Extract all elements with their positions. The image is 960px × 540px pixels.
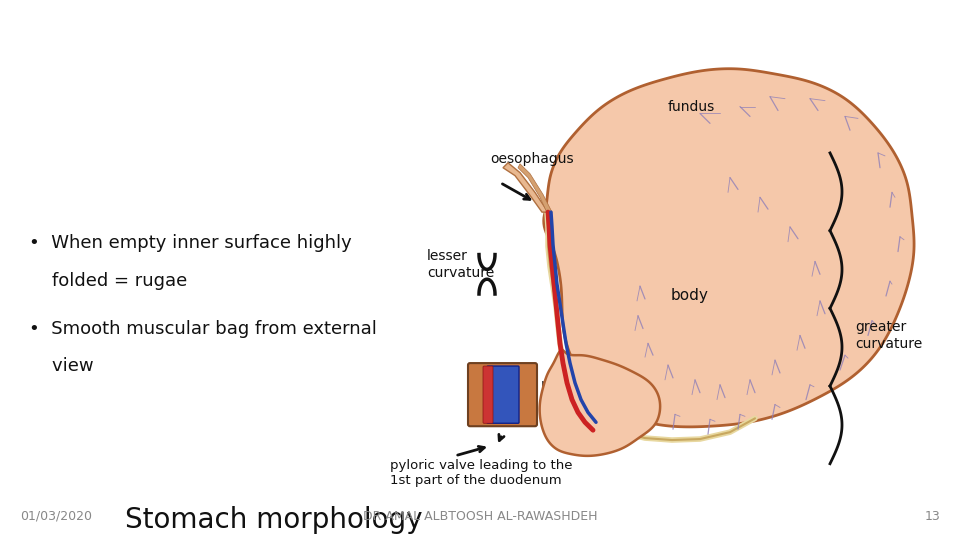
- Text: lesser
curvature: lesser curvature: [427, 249, 494, 280]
- Text: •  Smooth muscular bag from external: • Smooth muscular bag from external: [29, 320, 376, 338]
- Text: fundus: fundus: [668, 99, 715, 113]
- Text: 01/03/2020: 01/03/2020: [20, 510, 92, 523]
- Text: folded = rugae: folded = rugae: [29, 272, 187, 290]
- Text: Stomach morphology: Stomach morphology: [125, 506, 422, 534]
- Polygon shape: [540, 350, 660, 456]
- Polygon shape: [518, 164, 552, 215]
- FancyBboxPatch shape: [468, 363, 537, 426]
- Text: body: body: [671, 288, 708, 303]
- FancyBboxPatch shape: [483, 366, 493, 423]
- Text: view: view: [29, 357, 93, 375]
- FancyBboxPatch shape: [487, 366, 519, 423]
- Text: •  When empty inner surface highly: • When empty inner surface highly: [29, 234, 351, 252]
- Text: greater
curvature: greater curvature: [855, 320, 923, 350]
- Text: 13: 13: [924, 510, 940, 523]
- Text: pyloric
antrum: pyloric antrum: [539, 377, 589, 408]
- Text: DR AMAL ALBTOOSH AL-RAWASHDEH: DR AMAL ALBTOOSH AL-RAWASHDEH: [363, 510, 597, 523]
- Polygon shape: [543, 69, 914, 427]
- Text: oesophagus: oesophagus: [490, 152, 574, 166]
- Polygon shape: [503, 163, 548, 212]
- Text: pyloric valve leading to the
1st part of the duodenum: pyloric valve leading to the 1st part of…: [390, 459, 572, 487]
